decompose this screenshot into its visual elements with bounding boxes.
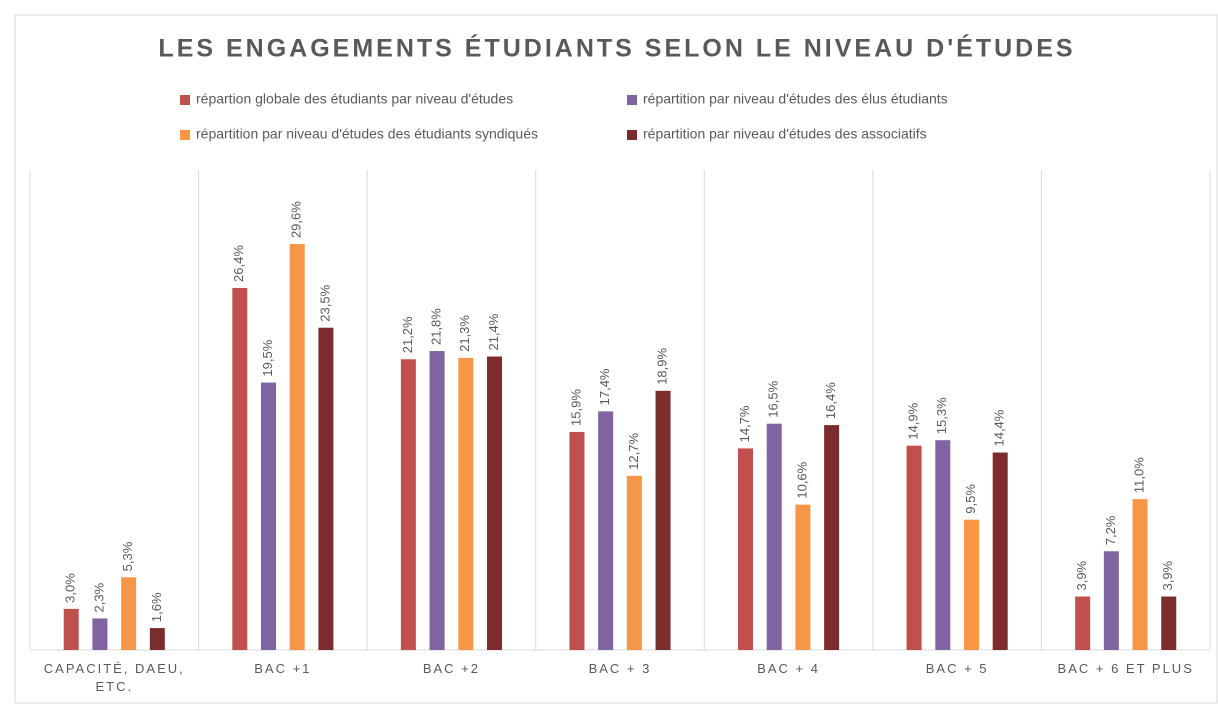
data-label: 19,5% xyxy=(260,339,275,376)
bar xyxy=(598,411,614,650)
data-label: 21,3% xyxy=(457,315,472,352)
legend-swatch xyxy=(180,130,190,140)
legend-label: répartion globale des étudiants par nive… xyxy=(196,91,513,107)
data-label: 5,3% xyxy=(120,541,135,571)
bar xyxy=(458,357,474,650)
data-label: 16,5% xyxy=(766,380,781,417)
data-label: 12,7% xyxy=(626,433,641,470)
bar xyxy=(655,390,671,650)
bar xyxy=(738,448,754,650)
data-label: 14,9% xyxy=(906,402,921,439)
data-label: 3,9% xyxy=(1074,560,1089,590)
data-label: 15,3% xyxy=(934,397,949,434)
bar xyxy=(289,244,305,651)
chart-border xyxy=(14,14,1218,704)
data-label: 10,6% xyxy=(794,461,809,498)
bar xyxy=(1075,596,1091,650)
bar xyxy=(935,440,951,650)
bar xyxy=(149,628,165,650)
bar xyxy=(992,452,1008,650)
legend-label: répartition par niveau d'études des asso… xyxy=(643,126,927,142)
bar xyxy=(1103,551,1119,650)
data-label: 18,9% xyxy=(654,347,669,384)
bar xyxy=(261,382,277,650)
x-tick-label: BAC +1 xyxy=(254,661,312,676)
data-label: 14,4% xyxy=(992,409,1007,446)
bar xyxy=(318,327,334,650)
data-label: 16,4% xyxy=(823,382,838,419)
bar xyxy=(963,519,979,650)
data-label: 17,4% xyxy=(597,368,612,405)
data-label: 21,2% xyxy=(400,316,415,353)
data-label: 3,0% xyxy=(63,573,78,603)
bar xyxy=(906,445,922,650)
x-tick-label: BAC + 3 xyxy=(588,661,652,676)
bar xyxy=(400,359,416,650)
data-label: 3,9% xyxy=(1160,560,1175,590)
data-label: 29,6% xyxy=(289,201,304,238)
bar xyxy=(1132,499,1148,650)
bar xyxy=(232,287,248,650)
x-tick-label: BAC + 5 xyxy=(925,661,989,676)
bar xyxy=(121,577,137,650)
bar xyxy=(569,431,585,650)
data-label: 21,8% xyxy=(429,308,444,345)
bar xyxy=(766,423,782,650)
chart-title: LES ENGAGEMENTS ÉTUDIANTS SELON LE NIVEA… xyxy=(158,34,1075,63)
bar xyxy=(92,618,108,650)
data-label: 2,3% xyxy=(91,582,106,612)
data-label: 23,5% xyxy=(317,284,332,321)
data-label: 14,7% xyxy=(737,405,752,442)
bar xyxy=(486,356,502,650)
bar xyxy=(824,425,840,650)
data-label: 7,2% xyxy=(1103,515,1118,545)
legend-label: répartition par niveau d'études des élus… xyxy=(643,91,948,107)
legend-label: répartition par niveau d'études des étud… xyxy=(196,126,538,142)
data-label: 15,9% xyxy=(568,389,583,426)
legend-swatch xyxy=(627,130,637,140)
data-label: 21,4% xyxy=(486,313,501,350)
data-label: 11,0% xyxy=(1132,457,1147,493)
x-tick-label: BAC + 6 ET PLUS xyxy=(1057,661,1194,676)
data-label: 26,4% xyxy=(231,245,246,282)
legend-swatch xyxy=(180,95,190,105)
bar xyxy=(429,351,445,650)
bar xyxy=(63,608,79,650)
x-tick-label: BAC + 4 xyxy=(757,661,820,676)
x-tick-label: CAPACITÉ, DAEU, ETC. xyxy=(43,661,185,694)
bar xyxy=(1161,596,1177,650)
bar xyxy=(795,504,811,650)
data-label: 1,6% xyxy=(149,592,164,622)
data-label: 9,5% xyxy=(963,484,978,514)
legend-swatch xyxy=(627,95,637,105)
bar xyxy=(626,475,642,650)
x-tick-label: BAC +2 xyxy=(422,661,480,676)
